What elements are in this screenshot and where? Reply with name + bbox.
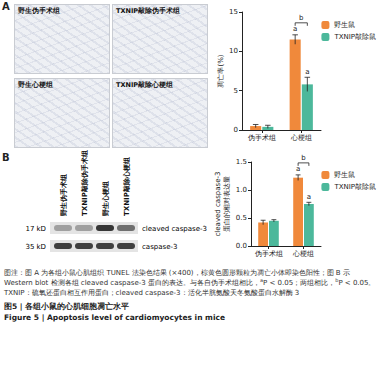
svg-text:15: 15 [229, 8, 238, 16]
svg-text:35 kD: 35 kD [25, 243, 46, 251]
svg-text:5: 5 [234, 87, 238, 95]
html-text:野生心梗组: 野生心梗组 [18, 81, 53, 89]
svg-text:野生鼠: 野生鼠 [334, 171, 355, 179]
html-text:B: B [2, 152, 10, 163]
svg-text:10: 10 [229, 47, 238, 55]
svg-text:0: 0 [234, 126, 238, 134]
svg-text:心梗组: 心梗组 [290, 134, 312, 142]
svg-text:b: b [301, 154, 306, 162]
svg-text:1.5: 1.5 [236, 158, 247, 166]
svg-text:a: a [296, 165, 300, 173]
svg-text:caspase-3: caspase-3 [142, 243, 177, 251]
html-text:TXNIP敲除伪手术组: TXNIP敲除伪手术组 [116, 7, 181, 15]
svg-text:心梗组: 心梗组 [292, 250, 314, 258]
svg-text:野生心梗组: 野生心梗组 [101, 181, 110, 216]
svg-text:0.5: 0.5 [236, 214, 247, 222]
html-text:TXNIP敲除心梗组: TXNIP敲除心梗组 [116, 81, 174, 89]
html-text:野生伪手术组: 野生伪手术组 [18, 7, 60, 15]
svg-text:b: b [299, 14, 304, 22]
svg-text:cleaved caspase-3: cleaved caspase-3 [142, 225, 207, 233]
html-text:图5 | 各组小鼠的心肌细胞凋亡水平: 图5 | 各组小鼠的心肌细胞凋亡水平 [4, 302, 130, 311]
svg-text:TXNIP敲除鼠: TXNIP敲除鼠 [333, 33, 376, 41]
svg-text:野生伪手术组: 野生伪手术组 [59, 174, 68, 216]
svg-text:0.0: 0.0 [236, 242, 247, 250]
svg-text:17 kD: 17 kD [25, 225, 46, 233]
svg-text:a: a [293, 25, 297, 33]
svg-text:1.0: 1.0 [236, 186, 247, 194]
html-text:A: A [2, 1, 10, 12]
svg-text:伪手术组: 伪手术组 [248, 134, 276, 142]
svg-text:TXNIP敲除伪手术组: TXNIP敲除伪手术组 [80, 150, 89, 216]
svg-text:a: a [305, 68, 309, 76]
svg-text:TXNIP敲除鼠: TXNIP敲除鼠 [333, 183, 376, 191]
html-text:Figure 5 | Apoptosis level of: Figure 5 | Apoptosis level of cardiomyoc… [4, 313, 225, 322]
svg-text:野生鼠: 野生鼠 [334, 21, 355, 29]
svg-text:蛋白的相对表达量: 蛋白的相对表达量 [223, 176, 231, 232]
svg-text:cleaved caspase-3: cleaved caspase-3 [214, 172, 222, 237]
svg-text:a: a [307, 193, 311, 201]
html-text:图注：图 A 为各组小鼠心肌组织 TUNEL 法染色结果 (: 图注：图 A 为各组小鼠心肌组织 TUNEL 法染色结果 (×400)，棕黄色圆… [4, 269, 376, 297]
svg-text:凋亡率(%): 凋亡率(%) [217, 54, 225, 87]
svg-text:伪手术组: 伪手术组 [255, 250, 283, 258]
svg-text:TXNIP敲除心梗组: TXNIP敲除心梗组 [122, 157, 131, 216]
